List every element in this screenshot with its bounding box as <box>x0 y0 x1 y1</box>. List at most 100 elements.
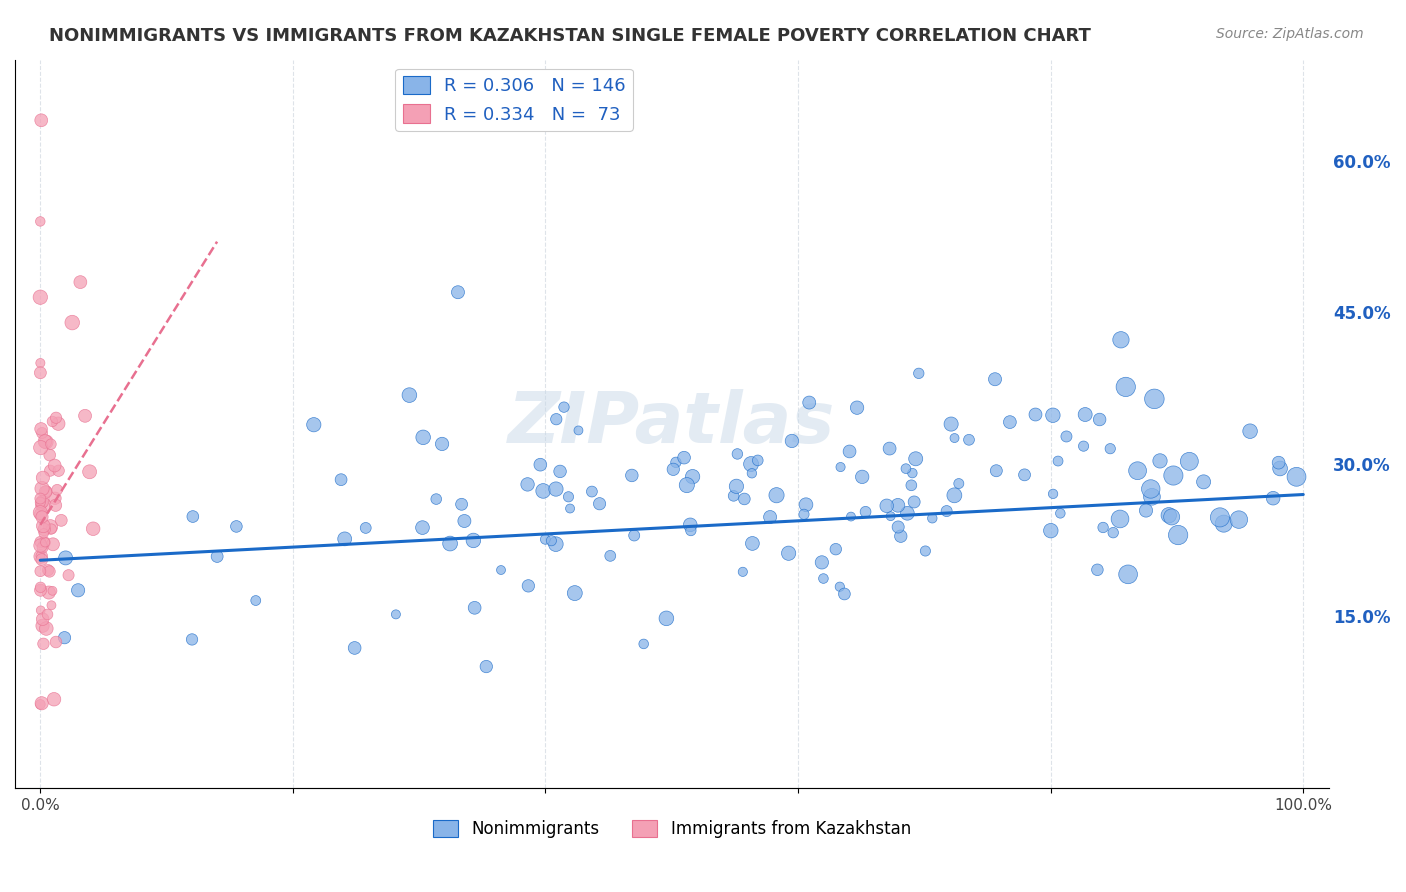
Point <box>741 467 763 481</box>
Point <box>58 568 80 582</box>
Point <box>32 526 55 541</box>
Point <box>35 622 58 636</box>
Point <box>1115 380 1137 394</box>
Point <box>30 366 52 380</box>
Point <box>1268 461 1291 475</box>
Point <box>41 599 63 613</box>
Point <box>439 536 461 550</box>
Point <box>1163 468 1185 483</box>
Point <box>1088 412 1111 426</box>
Point <box>957 433 980 447</box>
Point <box>31 541 53 555</box>
Point <box>623 528 645 542</box>
Point <box>839 509 862 524</box>
Point <box>34 485 56 500</box>
Point <box>558 501 581 516</box>
Legend: Nonimmigrants, Immigrants from Kazakhstan: Nonimmigrants, Immigrants from Kazakhsta… <box>426 814 918 845</box>
Point <box>41 583 63 598</box>
Point <box>1167 528 1189 542</box>
Point <box>765 488 787 502</box>
Point <box>354 521 377 535</box>
Point <box>662 462 685 476</box>
Point <box>30 603 52 617</box>
Point <box>529 458 551 472</box>
Point <box>45 635 67 649</box>
Point <box>31 552 53 566</box>
Point <box>30 356 52 370</box>
Point <box>32 498 55 512</box>
Point <box>1157 508 1180 523</box>
Point <box>430 437 453 451</box>
Point <box>30 441 52 455</box>
Point <box>34 434 56 449</box>
Point <box>1024 408 1046 422</box>
Point <box>1140 490 1163 504</box>
Point <box>1149 454 1171 468</box>
Point <box>846 401 869 415</box>
Point <box>1047 454 1070 468</box>
Point <box>1109 512 1132 526</box>
Point <box>517 579 540 593</box>
Point <box>31 509 53 524</box>
Point <box>45 498 67 512</box>
Point <box>30 535 52 549</box>
Point <box>1212 516 1234 531</box>
Point <box>1267 456 1289 470</box>
Point <box>834 587 856 601</box>
Point <box>725 447 748 461</box>
Point <box>39 464 62 478</box>
Point <box>799 395 821 409</box>
Point <box>412 430 434 444</box>
Point <box>53 631 76 645</box>
Point <box>34 535 56 549</box>
Point <box>30 499 52 513</box>
Point <box>31 612 53 626</box>
Point <box>553 400 575 414</box>
Point <box>1227 513 1250 527</box>
Point <box>733 491 755 506</box>
Point <box>30 506 52 520</box>
Point <box>679 524 702 538</box>
Text: ZIPatlas: ZIPatlas <box>508 389 835 458</box>
Point <box>37 563 59 577</box>
Point <box>544 482 567 496</box>
Point <box>1143 392 1166 406</box>
Point <box>30 549 52 564</box>
Point <box>673 450 696 465</box>
Point <box>31 696 53 710</box>
Point <box>793 508 815 522</box>
Point <box>31 619 53 633</box>
Point <box>32 637 55 651</box>
Point <box>921 511 943 525</box>
Point <box>907 367 929 381</box>
Point <box>30 580 52 594</box>
Point <box>901 466 924 480</box>
Point <box>1049 506 1071 520</box>
Point <box>904 451 927 466</box>
Point <box>1042 409 1064 423</box>
Point <box>1074 408 1097 422</box>
Point <box>939 417 962 431</box>
Point <box>914 544 936 558</box>
Point <box>564 586 586 600</box>
Point <box>425 492 447 507</box>
Point <box>30 564 52 578</box>
Point <box>464 600 486 615</box>
Text: Source: ZipAtlas.com: Source: ZipAtlas.com <box>1216 27 1364 41</box>
Point <box>39 520 62 534</box>
Point <box>475 659 498 673</box>
Point <box>900 478 922 492</box>
Point <box>1039 524 1062 538</box>
Point <box>581 484 603 499</box>
Point <box>984 372 1007 386</box>
Point <box>41 414 63 428</box>
Point <box>665 455 688 469</box>
Point <box>1126 464 1149 478</box>
Point <box>343 640 366 655</box>
Point <box>567 424 589 438</box>
Point <box>245 593 267 607</box>
Point <box>546 412 568 426</box>
Point <box>48 464 70 478</box>
Point <box>463 533 485 548</box>
Point <box>30 698 52 712</box>
